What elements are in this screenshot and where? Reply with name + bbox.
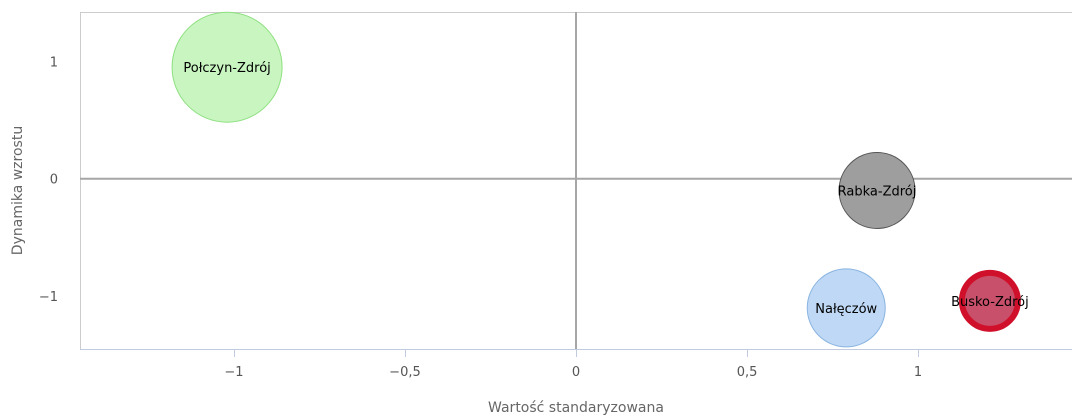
bubbles: Połczyn-Zdrój Rabka-Zdrój Nałęczów Busko-Zd… [171,11,1029,348]
x-tick-label: −1 [224,365,243,380]
bubble-label: Busko-Zdrój [951,295,1029,310]
y-tick-label: 1 [50,55,58,70]
x-axis-title: Wartość standaryzowana [488,400,664,416]
x-tick-label: 0 [572,365,580,380]
y-tick-label: −1 [39,290,58,305]
x-axis: −1 −0,5 0 0,5 1 [224,349,922,380]
bubble-label: Połczyn-Zdrój [183,61,270,76]
bubble-circle [958,269,1021,332]
bubble-circle [171,11,283,123]
y-tick-label: 0 [50,173,58,188]
bubble: Busko-Zdrój [951,269,1029,332]
x-tick-label: −0,5 [389,365,421,380]
bubble: Rabka-Zdrój [838,151,917,229]
x-tick-label: 1 [914,365,922,380]
bubble-circle [838,151,916,229]
x-tick-label: 0,5 [737,365,758,380]
bubble-circle [806,268,886,348]
bubble: Połczyn-Zdrój [171,11,283,123]
bubble: Nałęczów [806,268,886,348]
bubble-label: Rabka-Zdrój [838,184,917,199]
y-axis-title: Dynamika wzrostu [10,126,26,255]
bubble-label: Nałęczów [815,302,877,317]
y-axis: 1 0 −1 [39,55,58,305]
